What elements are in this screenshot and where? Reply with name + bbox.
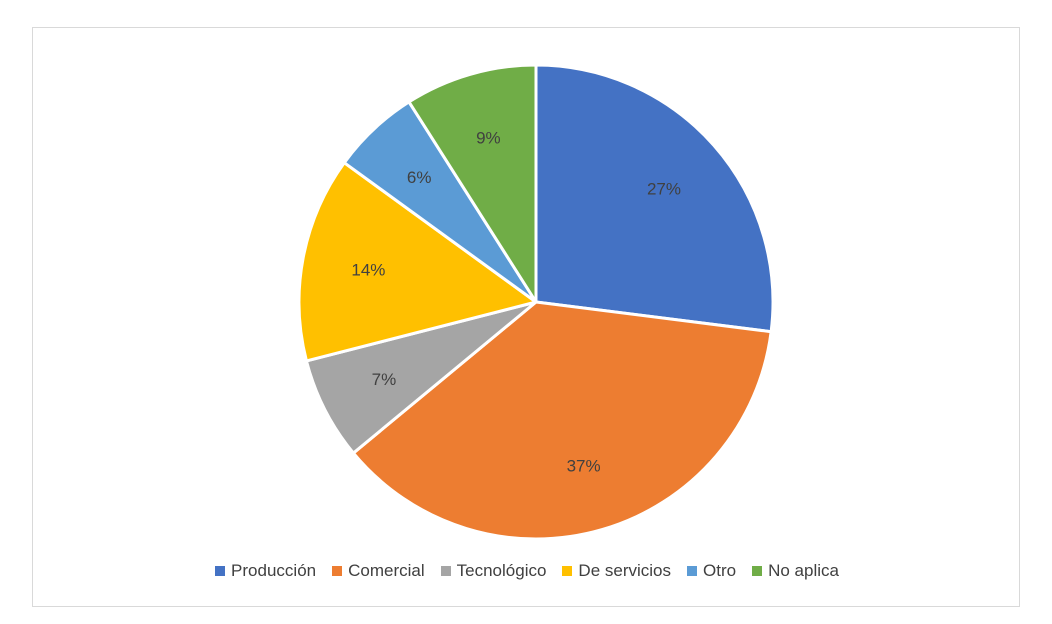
legend-item-otro: Otro	[687, 561, 736, 581]
legend-swatch	[752, 566, 763, 576]
data-label-otro: 6%	[407, 168, 432, 187]
legend-label: No aplica	[768, 561, 839, 580]
legend-swatch	[562, 566, 573, 576]
pie-slice-comercial	[351, 300, 773, 541]
legend-label: Otro	[703, 561, 737, 580]
legend-swatch	[687, 566, 698, 576]
legend-item-comercial: Comercial	[332, 561, 425, 581]
data-label-no-aplica: 9%	[476, 129, 501, 148]
legend-item-produccion: Producción	[215, 561, 316, 581]
legend-swatch	[215, 566, 226, 576]
legend-label: Comercial	[348, 561, 425, 580]
pie-slice-produccion	[534, 63, 775, 334]
data-label-tecnologico: 7%	[372, 370, 397, 389]
legend-swatch	[440, 566, 451, 576]
legend-label: Producción	[231, 561, 317, 580]
data-label-de-servicios: 14%	[351, 261, 385, 280]
legend-label: Tecnológico	[456, 561, 547, 580]
data-label-comercial: 37%	[567, 456, 601, 475]
pie-slice-tecnologico	[304, 300, 538, 455]
legend-item-no-aplica: No aplica	[752, 561, 839, 581]
legend-item-tecnologico: Tecnológico	[440, 561, 547, 581]
legend-item-de-servicios: De servicios	[562, 561, 671, 581]
legend: Producción Comercial Tecnológico De servici…	[33, 561, 1021, 581]
pie-slice-de-servicios	[297, 161, 538, 363]
pie-slice-no-aplica	[407, 63, 538, 304]
legend-label: De servicios	[578, 561, 672, 580]
chart-area: 27% 37% 7% 14% 6% 9% Producción Comercial Tecno…	[32, 27, 1020, 607]
data-label-produccion: 27%	[647, 180, 681, 199]
legend-swatch	[332, 566, 343, 576]
pie-chart: 27% 37% 7% 14% 6% 9%	[297, 63, 775, 541]
